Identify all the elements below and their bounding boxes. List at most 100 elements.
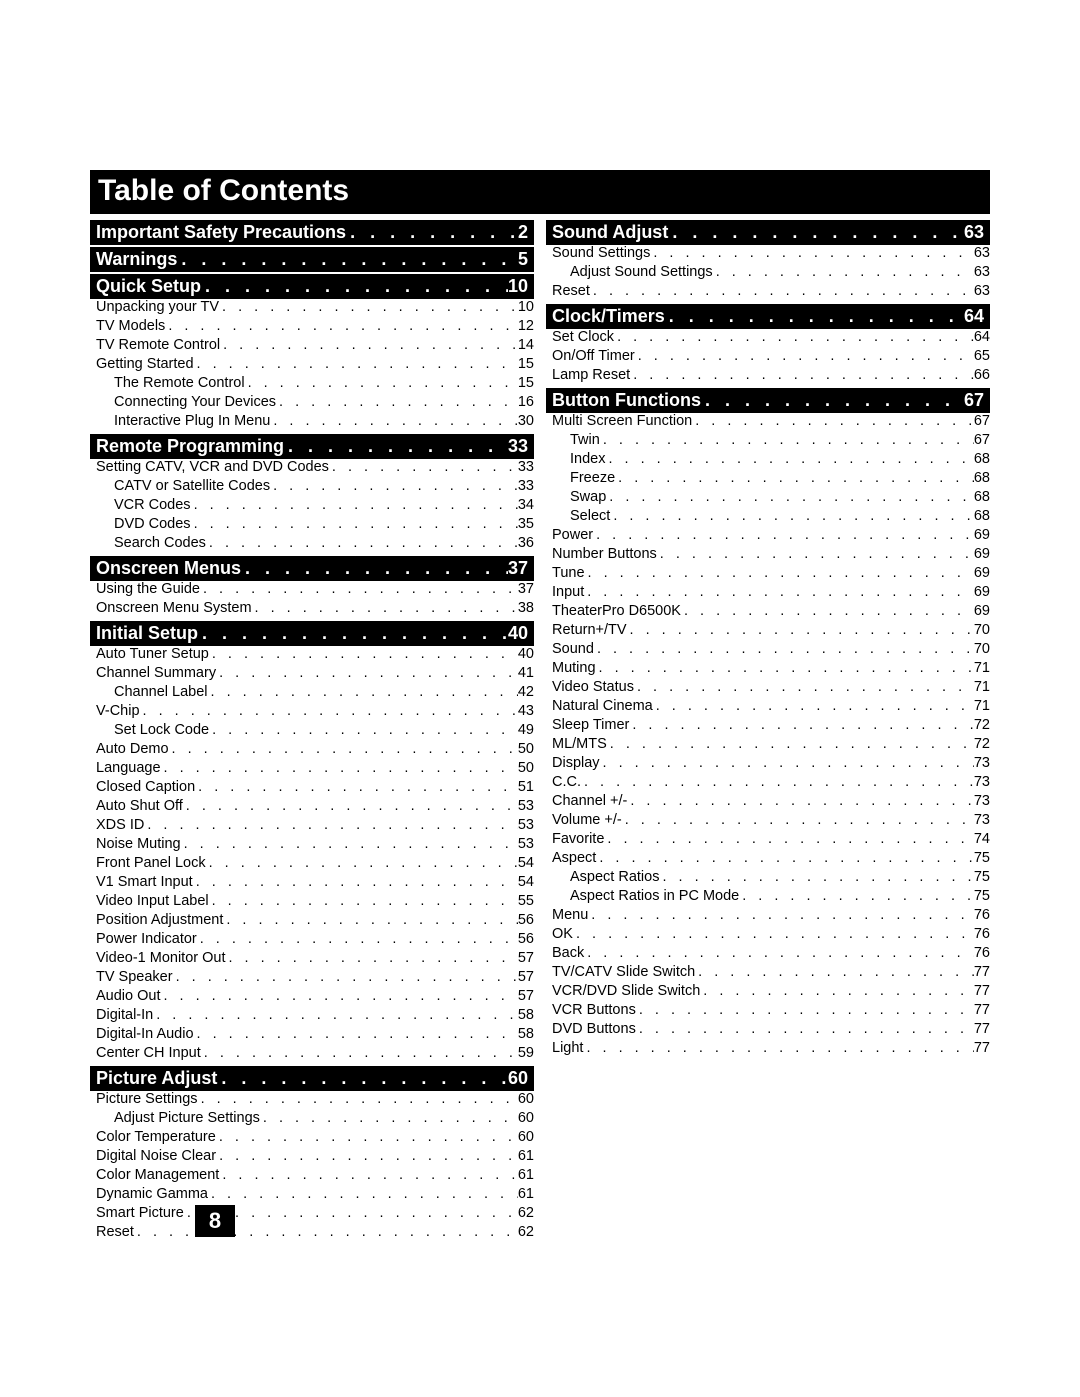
toc-entry-title: VCR Buttons [552, 1002, 636, 1018]
toc-entry-page: 57 [518, 988, 534, 1004]
toc-entry: Power. . . . . . . . . . . . . . . . . .… [546, 527, 990, 546]
toc-entry-title: Audio Out [96, 988, 161, 1004]
leader-dots: . . . . . . . . . . . . . . . . . [198, 623, 508, 644]
toc-entry: Video Input Label. . . . . . . . . . . .… [90, 893, 534, 912]
toc-entry-page: 62 [518, 1205, 534, 1221]
toc-section-title: Quick Setup [96, 276, 201, 297]
toc-entry-title: Setting CATV, VCR and DVD Codes [96, 459, 329, 475]
toc-entry-page: 67 [974, 413, 990, 429]
toc-entry-page: 42 [518, 684, 534, 700]
leader-dots: . . . . . . . . . . . . . . . . . . . . … [659, 869, 973, 885]
toc-entry-title: Favorite [552, 831, 604, 847]
leader-dots: . . . . . . . . . . . . . . . . . [701, 390, 964, 411]
toc-entry-title: Position Adjustment [96, 912, 223, 928]
toc-entry: VCR Codes. . . . . . . . . . . . . . . .… [90, 497, 534, 516]
leader-dots: . . . . . . . . . . . . . . . . . . . . … [596, 660, 974, 676]
toc-entry-page: 56 [518, 912, 534, 928]
toc-entry-title: Natural Cinema [552, 698, 653, 714]
leader-dots: . . . . . . . . . . . . . . . . . . . . … [636, 1002, 974, 1018]
toc-entry-page: 43 [518, 703, 534, 719]
toc-entry: Return+/TV. . . . . . . . . . . . . . . … [546, 622, 990, 641]
toc-entry: Lamp Reset. . . . . . . . . . . . . . . … [546, 367, 990, 386]
toc-entry: Reset. . . . . . . . . . . . . . . . . .… [546, 283, 990, 302]
toc-entry: DVD Buttons. . . . . . . . . . . . . . .… [546, 1021, 990, 1040]
leader-dots: . . . . . . . . . . . . . . . . . . . . … [219, 1167, 518, 1183]
toc-entry: Aspect Ratios. . . . . . . . . . . . . .… [546, 869, 990, 888]
leader-dots: . . . . . . . . . . . . . . . . . [346, 222, 518, 243]
toc-entry-title: Light [552, 1040, 583, 1056]
toc-entry: TV Models. . . . . . . . . . . . . . . .… [90, 318, 534, 337]
leader-dots: . . . . . . . . . . . . . . . . . . . . … [206, 535, 518, 551]
toc-entry-title: V1 Smart Input [96, 874, 193, 890]
toc-entry-title: Adjust Sound Settings [552, 264, 713, 280]
leader-dots: . . . . . . . . . . . . . . . . . . . . … [600, 432, 974, 448]
leader-dots: . . . . . . . . . . . . . . . . . . . . … [165, 318, 518, 334]
toc-entry-title: Closed Caption [96, 779, 195, 795]
toc-entry: Set Clock. . . . . . . . . . . . . . . .… [546, 329, 990, 348]
leader-dots: . . . . . . . . . . . . . . . . . . . . … [700, 983, 974, 999]
toc-entry-page: 61 [518, 1186, 534, 1202]
leader-dots: . . . . . . . . . . . . . . . . . . . . … [201, 1045, 518, 1061]
toc-entry-title: Power Indicator [96, 931, 197, 947]
toc-entry: On/Off Timer. . . . . . . . . . . . . . … [546, 348, 990, 367]
toc-entry-page: 69 [974, 527, 990, 543]
leader-dots: . . . . . . . . . . . . . . . . . [201, 276, 508, 297]
toc-entry-page: 76 [974, 926, 990, 942]
leader-dots: . . . . . . . . . . . . . . . . . . . . … [219, 299, 518, 315]
leader-dots: . . . . . . . . . . . . . . . . . . . . … [600, 755, 974, 771]
leader-dots: . . . . . . . . . . . . . . . . . . . . … [208, 684, 518, 700]
leader-dots: . . . . . . . . . . . . . . . . . . . . … [209, 722, 518, 738]
toc-entry: Number Buttons. . . . . . . . . . . . . … [546, 546, 990, 565]
leader-dots: . . . . . . . . . . . . . . . . . . . . … [193, 874, 518, 890]
toc-entry-title: Getting Started [96, 356, 194, 372]
leader-dots: . . . . . . . . . . . . . . . . . . . . … [584, 945, 974, 961]
leader-dots: . . . . . . . . . . . . . . . . . . . . … [276, 394, 518, 410]
toc-entry: Connecting Your Devices. . . . . . . . .… [90, 394, 534, 413]
leader-dots: . . . . . . . . . . . . . . . . . . . . … [226, 950, 518, 966]
toc-entry-page: 73 [974, 774, 990, 790]
toc-entry-page: 60 [518, 1091, 534, 1107]
leader-dots: . . . . . . . . . . . . . . . . . . . . … [270, 413, 517, 429]
toc-entry: Channel Summary. . . . . . . . . . . . .… [90, 665, 534, 684]
toc-section-page: 63 [964, 222, 984, 243]
page-number: 8 [195, 1205, 235, 1237]
toc-entry-page: 68 [974, 508, 990, 524]
toc-entry: Setting CATV, VCR and DVD Codes. . . . .… [90, 459, 534, 478]
toc-section-title: Important Safety Precautions [96, 222, 346, 243]
toc-entry: CATV or Satellite Codes. . . . . . . . .… [90, 478, 534, 497]
toc-entry-page: 16 [518, 394, 534, 410]
toc-entry: Video Status. . . . . . . . . . . . . . … [546, 679, 990, 698]
toc-entry-title: OK [552, 926, 573, 942]
toc-entry-page: 41 [518, 665, 534, 681]
toc-entry: Adjust Sound Settings. . . . . . . . . .… [546, 264, 990, 283]
toc-entry-page: 60 [518, 1110, 534, 1126]
toc-entry: Channel +/-. . . . . . . . . . . . . . .… [546, 793, 990, 812]
toc-entry-page: 63 [974, 245, 990, 261]
leader-dots: . . . . . . . . . . . . . . . . . . . . … [197, 931, 518, 947]
toc-entry: Multi Screen Function. . . . . . . . . .… [546, 413, 990, 432]
toc-entry-page: 77 [974, 1040, 990, 1056]
leader-dots: . . . . . . . . . . . . . . . . . [284, 436, 508, 457]
leader-dots: . . . . . . . . . . . . . . . . . [177, 249, 518, 270]
leader-dots: . . . . . . . . . . . . . . . . . [668, 222, 964, 243]
toc-section-bar: Remote Programming . . . . . . . . . . .… [90, 434, 534, 459]
toc-entry-title: Set Clock [552, 329, 614, 345]
toc-entry: Auto Tuner Setup. . . . . . . . . . . . … [90, 646, 534, 665]
toc-entry: Closed Caption. . . . . . . . . . . . . … [90, 779, 534, 798]
leader-dots: . . . . . . . . . . . . . . . . . . . . … [630, 367, 974, 383]
leader-dots: . . . . . . . . . . . . . . . . . . . . … [636, 1021, 974, 1037]
toc-entry: DVD Codes. . . . . . . . . . . . . . . .… [90, 516, 534, 535]
leader-dots: . . . . . . . . . . . . . . . . . . . . … [573, 926, 974, 942]
leader-dots: . . . . . . . . . . . . . . . . . . . . … [173, 969, 518, 985]
leader-dots: . . . . . . . . . . . . . . . . . . . . … [606, 489, 974, 505]
toc-entry-page: 38 [518, 600, 534, 616]
toc-entry-title: Center CH Input [96, 1045, 201, 1061]
leader-dots: . . . . . . . . . . . . . . . . . . . . … [260, 1110, 518, 1126]
toc-entry-title: VCR/DVD Slide Switch [552, 983, 700, 999]
toc-entry-title: Select [552, 508, 610, 524]
toc-section-bar: Button Functions . . . . . . . . . . . .… [546, 388, 990, 413]
toc-entry-title: Twin [552, 432, 600, 448]
toc-entry-page: 51 [518, 779, 534, 795]
leader-dots: . . . . . . . . . . . . . . . . . . . . … [615, 470, 974, 486]
toc-entry: Light. . . . . . . . . . . . . . . . . .… [546, 1040, 990, 1059]
